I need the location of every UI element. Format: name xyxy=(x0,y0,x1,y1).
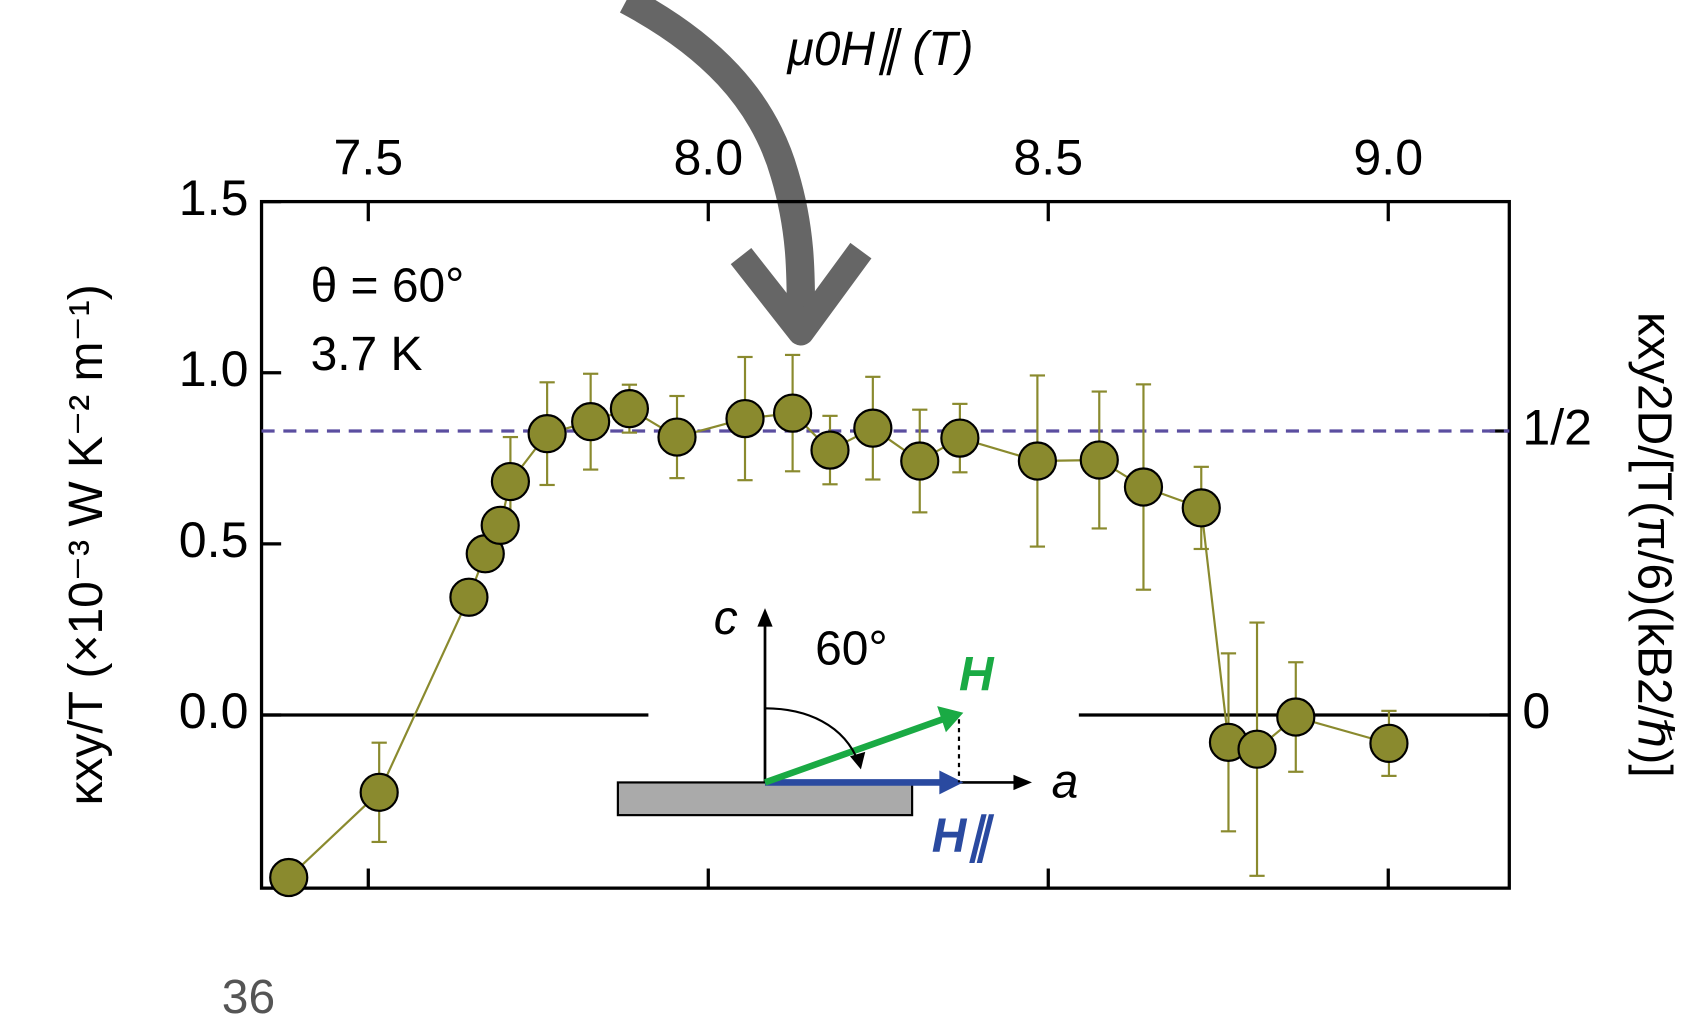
data-point xyxy=(571,402,611,442)
data-point xyxy=(1017,441,1058,481)
page-number: 36 xyxy=(222,971,275,1020)
data-point xyxy=(900,441,940,481)
pointer-arrow-head xyxy=(730,242,872,346)
data-point xyxy=(940,418,980,458)
data-point xyxy=(1181,488,1221,528)
data-point xyxy=(1237,729,1277,769)
x-axis-label: μ0H∥ (T) xyxy=(786,23,973,76)
data-point xyxy=(853,408,893,448)
data-point xyxy=(490,461,531,502)
inset: c 60° H a H∥ xyxy=(616,592,1079,863)
y2-tick-label: 0 xyxy=(1522,683,1550,739)
inset-label: H xyxy=(959,648,995,701)
data-point xyxy=(269,857,309,898)
x-tick-label: 7.5 xyxy=(333,130,403,186)
plot-frame xyxy=(259,199,1511,890)
angle-arc xyxy=(764,707,860,764)
annotation: 3.7 K xyxy=(311,328,423,381)
data-point xyxy=(725,398,765,439)
data-point xyxy=(657,417,697,457)
data-point xyxy=(1123,467,1164,507)
arrow-head xyxy=(937,706,964,733)
annotation: θ = 60° xyxy=(311,259,465,312)
y-axis-label: κxy/T (×10⁻³ W K⁻² m⁻¹) xyxy=(60,284,113,805)
pointer-arrow xyxy=(619,0,816,317)
y-tick-label: 1.5 xyxy=(179,170,249,226)
y-tick-label: 0.5 xyxy=(179,512,249,568)
inset-label: 60° xyxy=(815,622,888,675)
data-point xyxy=(1276,697,1316,737)
x-tick-label: 9.0 xyxy=(1353,130,1423,186)
arrow-head xyxy=(850,751,866,770)
data-point xyxy=(1079,440,1119,480)
data-point xyxy=(527,414,567,454)
inset-label: c xyxy=(714,592,738,645)
x-tick-label: 8.0 xyxy=(673,130,743,186)
x-tick-label: 8.5 xyxy=(1013,130,1083,186)
h-arrow xyxy=(763,715,947,786)
y2-tick-label: 1/2 xyxy=(1522,399,1592,455)
inset-label: a xyxy=(1052,755,1079,808)
arrow-head xyxy=(757,608,773,627)
data-point xyxy=(359,772,399,812)
y-tick-label: 0.0 xyxy=(179,683,249,739)
data-point xyxy=(609,389,650,429)
inset-label: H∥ xyxy=(932,810,995,863)
data-point xyxy=(772,393,813,433)
data-point xyxy=(449,577,489,617)
y-tick-label: 1.0 xyxy=(179,341,249,397)
data-point xyxy=(480,505,520,545)
y2-axis-label: κxy2D/[T(π/6)(kB2/ℏ)] xyxy=(1627,312,1680,778)
sample xyxy=(616,781,914,817)
arrow-head xyxy=(939,770,964,795)
data-point xyxy=(1369,723,1409,763)
arrow-head xyxy=(1013,774,1032,791)
data-point xyxy=(810,430,850,470)
